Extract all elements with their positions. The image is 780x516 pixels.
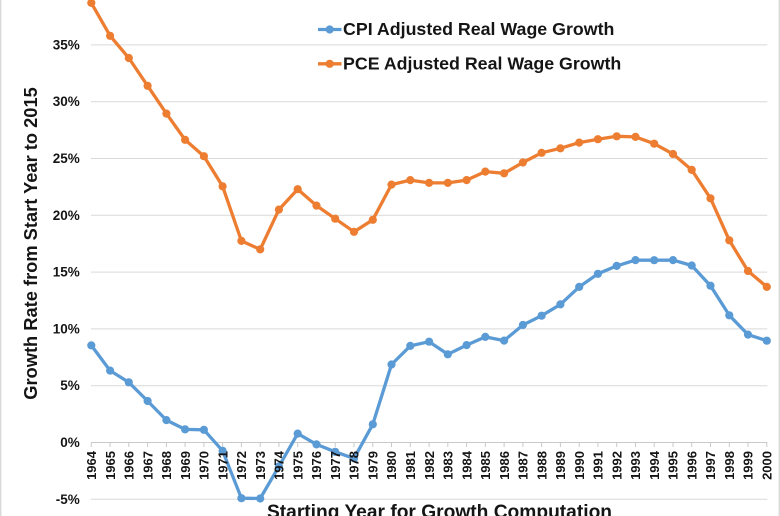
svg-text:1978: 1978: [347, 451, 362, 480]
svg-text:1967: 1967: [140, 451, 155, 480]
svg-text:1979: 1979: [366, 451, 381, 480]
svg-text:35%: 35%: [53, 37, 80, 52]
svg-text:1969: 1969: [178, 451, 193, 480]
svg-text:2000: 2000: [760, 451, 775, 480]
svg-text:Starting Year for Growth Compu: Starting Year for Growth Computation: [267, 502, 612, 516]
svg-text:Growth Rate from Start Year to: Growth Rate from Start Year to 2015: [20, 87, 41, 400]
svg-text:1993: 1993: [628, 451, 643, 480]
svg-text:1990: 1990: [572, 451, 587, 480]
svg-text:1995: 1995: [666, 451, 681, 480]
svg-text:1981: 1981: [403, 451, 418, 480]
svg-text:1968: 1968: [159, 451, 174, 480]
svg-text:1989: 1989: [553, 451, 568, 480]
svg-text:PCE Adjusted Real Wage Growth: PCE Adjusted Real Wage Growth: [343, 53, 621, 73]
svg-text:25%: 25%: [53, 151, 80, 166]
svg-text:1972: 1972: [234, 451, 249, 480]
svg-text:5%: 5%: [60, 378, 80, 393]
svg-text:-5%: -5%: [56, 492, 80, 507]
svg-text:1971: 1971: [215, 451, 230, 480]
svg-text:1987: 1987: [516, 451, 531, 480]
svg-text:20%: 20%: [53, 208, 80, 223]
svg-text:10%: 10%: [53, 321, 80, 336]
svg-text:1965: 1965: [103, 451, 118, 480]
svg-text:1994: 1994: [647, 450, 662, 480]
svg-text:30%: 30%: [53, 94, 80, 109]
svg-text:1980: 1980: [384, 451, 399, 480]
svg-text:1984: 1984: [459, 450, 474, 480]
svg-text:1976: 1976: [309, 451, 324, 480]
svg-text:1997: 1997: [703, 451, 718, 480]
svg-text:1999: 1999: [741, 451, 756, 480]
svg-text:1983: 1983: [441, 451, 456, 480]
svg-text:1992: 1992: [609, 451, 624, 480]
svg-text:15%: 15%: [53, 265, 80, 280]
svg-text:1982: 1982: [422, 451, 437, 480]
svg-text:1966: 1966: [122, 451, 137, 480]
svg-text:1977: 1977: [328, 451, 343, 480]
svg-text:1996: 1996: [684, 451, 699, 480]
svg-text:1973: 1973: [253, 451, 268, 480]
svg-text:1998: 1998: [722, 451, 737, 480]
svg-text:1986: 1986: [497, 451, 512, 480]
svg-text:1975: 1975: [290, 451, 305, 480]
svg-text:CPI Adjusted Real Wage Growth: CPI Adjusted Real Wage Growth: [343, 19, 614, 39]
svg-text:1985: 1985: [478, 451, 493, 480]
svg-text:1988: 1988: [534, 451, 549, 480]
svg-text:0%: 0%: [60, 435, 80, 450]
svg-text:1974: 1974: [272, 450, 287, 480]
svg-text:1970: 1970: [197, 451, 212, 480]
svg-text:1991: 1991: [591, 451, 606, 480]
svg-text:1964: 1964: [84, 450, 99, 480]
